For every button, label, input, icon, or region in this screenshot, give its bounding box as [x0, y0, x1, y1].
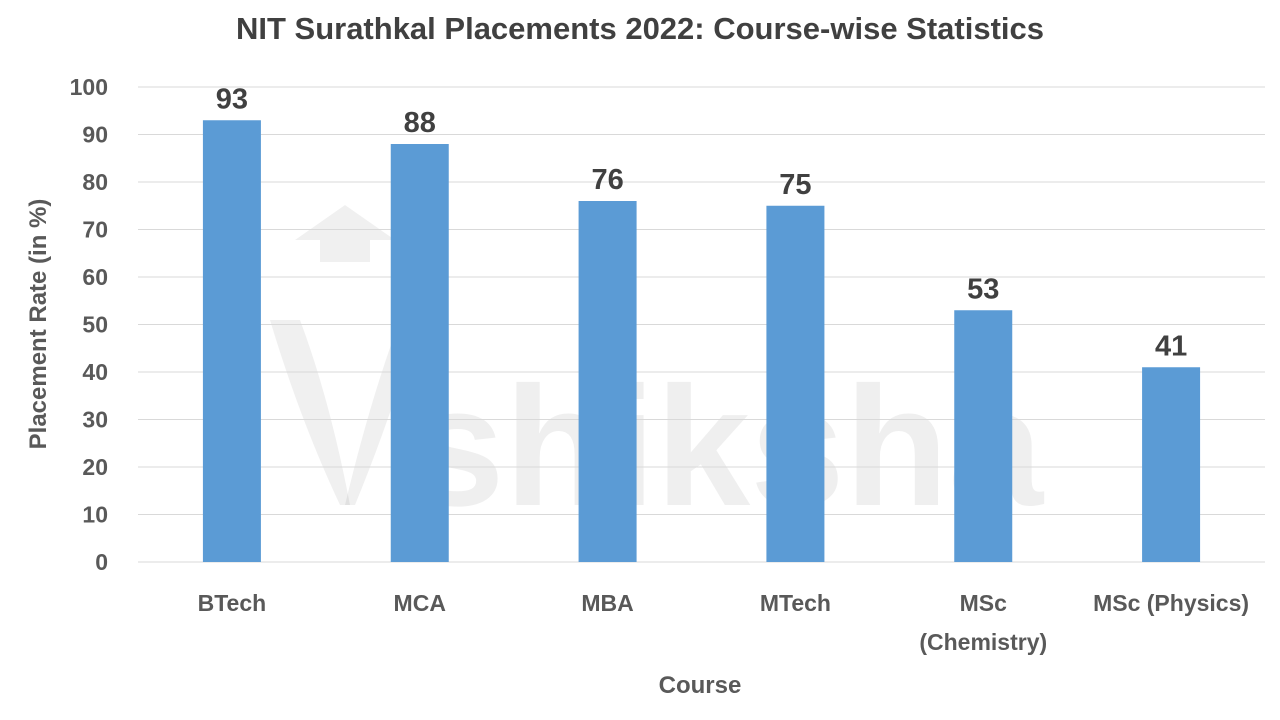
chart-title: NIT Surathkal Placements 2022: Course-wi… [236, 11, 1044, 46]
x-tick-label: MBA [581, 590, 633, 616]
x-tick-label: (Chemistry) [919, 629, 1047, 655]
data-label: 93 [216, 83, 248, 115]
x-tick-label: MTech [760, 590, 831, 616]
y-axis-ticks: 0 10 20 30 40 50 60 70 80 90 100 [70, 74, 108, 575]
bar [390, 144, 449, 562]
y-tick-label: 80 [82, 169, 108, 195]
watermark-logo: shiksha [270, 205, 1045, 542]
x-tick-label: MSc (Physics) [1093, 590, 1249, 616]
y-tick-label: 10 [82, 502, 108, 528]
y-axis-label: Placement Rate (in %) [25, 199, 52, 450]
data-labels: 93 88 76 75 53 41 [216, 83, 1187, 362]
x-tick-label: BTech [198, 590, 267, 616]
gridlines [138, 86, 1265, 563]
x-tick-label: MCA [394, 590, 446, 616]
data-label: 76 [591, 164, 623, 196]
y-tick-label: 40 [82, 359, 108, 385]
y-tick-label: 100 [70, 74, 108, 100]
y-tick-label: 20 [82, 454, 108, 480]
y-tick-label: 70 [82, 217, 108, 243]
y-tick-label: 0 [95, 549, 108, 575]
bars [202, 120, 1201, 562]
y-tick-label: 30 [82, 407, 108, 433]
bar [1142, 367, 1201, 562]
data-label: 41 [1155, 330, 1187, 362]
x-tick-label: MSc [960, 590, 1008, 616]
x-axis-label: Course [659, 672, 742, 699]
y-tick-label: 60 [82, 264, 108, 290]
svg-text:shiksha: shiksha [410, 352, 1045, 542]
y-tick-label: 50 [82, 312, 108, 338]
bar [202, 120, 261, 562]
bar [578, 201, 637, 562]
bar [954, 310, 1013, 562]
bar [766, 205, 825, 562]
y-tick-label: 90 [82, 122, 108, 148]
data-label: 75 [779, 169, 811, 201]
data-label: 88 [404, 107, 436, 139]
x-axis-ticks: BTech MCA MBA MTech MSc (Chemistry) MSc (Physi… [198, 590, 1249, 655]
data-label: 53 [967, 273, 999, 305]
